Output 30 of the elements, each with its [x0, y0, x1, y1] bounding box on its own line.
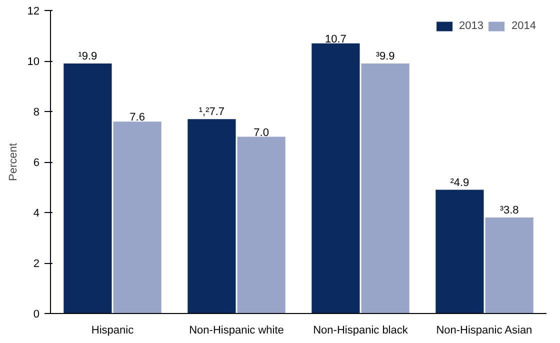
bar	[485, 218, 534, 314]
bar	[361, 64, 410, 314]
data-label: ³9.9	[376, 50, 395, 63]
data-label: ¹,²7.7	[198, 106, 225, 118]
bar	[188, 119, 236, 314]
legend-label: 2014	[512, 20, 536, 32]
data-label: ¹9.9	[78, 50, 98, 63]
y-tick-label: 4	[33, 208, 40, 220]
bar	[64, 64, 112, 314]
y-tick-label: 6	[33, 157, 40, 169]
y-tick-label: 2	[33, 258, 40, 270]
y-tick-label: 0	[33, 308, 40, 320]
data-label: ²4.9	[450, 176, 470, 189]
x-tick-label: Non-Hispanic black	[313, 324, 408, 336]
legend-label: 2013	[459, 20, 484, 32]
data-label: ³3.8	[500, 204, 519, 217]
x-tick-label: Non-Hispanic Asian	[436, 324, 532, 336]
data-label: 7.6	[130, 112, 145, 124]
data-label: 7.0	[254, 126, 269, 139]
y-tick-label: 8	[33, 106, 40, 118]
y-tick-label: 10	[27, 56, 40, 68]
data-label: 10.7	[324, 33, 346, 46]
bar	[237, 136, 286, 314]
x-tick-label: Hispanic	[91, 324, 134, 336]
y-tick-label: 12	[27, 6, 40, 18]
y-axis-title: Percent	[7, 143, 20, 181]
bar	[436, 190, 484, 314]
bar	[113, 122, 162, 314]
bar	[312, 43, 360, 314]
x-tick-label: Non-Hispanic white	[189, 324, 284, 336]
